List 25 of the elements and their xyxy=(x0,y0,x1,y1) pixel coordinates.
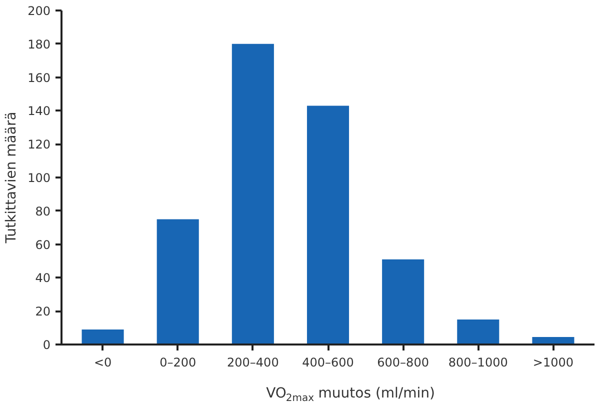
y-tick-label: 80 xyxy=(35,204,51,218)
x-tick-label: <0 xyxy=(94,356,112,370)
y-tick-label: 120 xyxy=(28,138,50,152)
y-tick-label: 160 xyxy=(28,70,50,85)
bar xyxy=(306,106,350,344)
bar xyxy=(82,329,124,344)
bar xyxy=(156,219,199,344)
x-tick-label: 600–800 xyxy=(377,356,429,370)
y-axis-title: Tutkittavien määrä xyxy=(4,112,20,244)
y-tick-label: 60 xyxy=(35,238,51,252)
y-tick-label: 40 xyxy=(35,271,51,286)
bar xyxy=(382,259,424,344)
y-tick-label: 140 xyxy=(28,104,50,118)
x-tick-label: 200–400 xyxy=(227,356,279,370)
x-tick-label: >1000 xyxy=(532,356,574,370)
x-tick-label: 400–600 xyxy=(302,356,354,370)
y-tick-label: 200 xyxy=(28,4,50,18)
y-tick-label: 20 xyxy=(35,304,51,319)
y-tick-label: 180 xyxy=(28,37,50,52)
y-tick-label: 100 xyxy=(28,171,50,185)
y-tick-label: 0 xyxy=(42,338,51,352)
x-tick-label: 0–200 xyxy=(160,356,196,370)
bar xyxy=(457,319,500,344)
bar xyxy=(232,44,274,344)
x-tick-label: 800–1000 xyxy=(448,356,508,370)
